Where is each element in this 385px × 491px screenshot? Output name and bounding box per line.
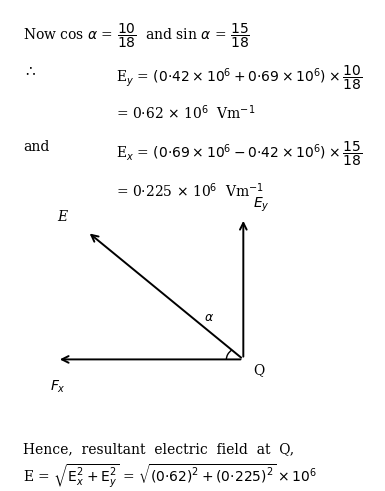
Text: Now cos $\alpha$ = $\dfrac{10}{18}$  and sin $\alpha$ = $\dfrac{15}{18}$: Now cos $\alpha$ = $\dfrac{10}{18}$ and … bbox=[23, 22, 250, 51]
Text: = 0$\cdot$225 $\times$ 10$^6$  Vm$^{-1}$: = 0$\cdot$225 $\times$ 10$^6$ Vm$^{-1}$ bbox=[116, 182, 264, 200]
Text: and: and bbox=[23, 140, 50, 154]
Text: $E_y$: $E_y$ bbox=[253, 196, 270, 214]
Text: $F_x$: $F_x$ bbox=[50, 379, 66, 395]
Text: E$_y$ = $\left(0{\cdot}42\times10^6 + 0{\cdot}69\times10^6\right)\times\dfrac{10: E$_y$ = $\left(0{\cdot}42\times10^6 + 0{… bbox=[116, 64, 362, 92]
Text: $\alpha$: $\alpha$ bbox=[204, 311, 214, 324]
Text: E = $\sqrt{\mathrm{E}_x^2 + \mathrm{E}_y^2}$ = $\sqrt{\left(0{\cdot}62\right)^2+: E = $\sqrt{\mathrm{E}_x^2 + \mathrm{E}_y… bbox=[23, 463, 317, 490]
Text: $\therefore$: $\therefore$ bbox=[23, 64, 37, 78]
Text: = 0$\cdot$62 $\times$ 10$^6$  Vm$^{-1}$: = 0$\cdot$62 $\times$ 10$^6$ Vm$^{-1}$ bbox=[116, 103, 255, 122]
Text: E: E bbox=[57, 210, 67, 224]
Text: E$_x$ = $\left(0{\cdot}69\times10^6 - 0{\cdot}42\times10^6\right)\times\dfrac{15: E$_x$ = $\left(0{\cdot}69\times10^6 - 0{… bbox=[116, 140, 362, 168]
Text: Hence,  resultant  electric  field  at  Q,: Hence, resultant electric field at Q, bbox=[23, 442, 294, 456]
Text: Q: Q bbox=[253, 363, 265, 378]
